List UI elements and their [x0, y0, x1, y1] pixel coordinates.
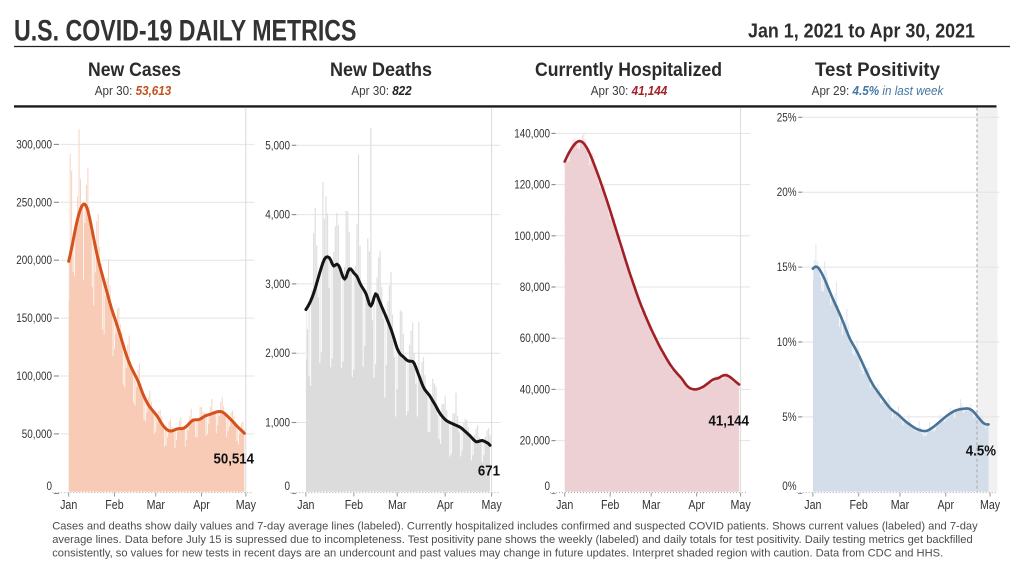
svg-text:25%: 25% [777, 112, 797, 125]
svg-text:0: 0 [46, 480, 52, 493]
svg-text:Mar: Mar [642, 498, 660, 512]
svg-text:Jan 1, 2021 to Apr 30, 2021: Jan 1, 2021 to Apr 30, 2021 [748, 19, 975, 42]
svg-text:0: 0 [544, 480, 550, 493]
svg-text:Apr: Apr [193, 498, 210, 512]
svg-text:41,144: 41,144 [709, 412, 750, 429]
svg-text:4.5%: 4.5% [966, 442, 996, 459]
svg-text:2,000: 2,000 [265, 347, 290, 360]
svg-text:Feb: Feb [601, 498, 620, 512]
svg-text:average lines. Data before Jul: average lines. Data before July 15 is su… [52, 534, 973, 546]
svg-text:50,000: 50,000 [22, 428, 52, 441]
svg-text:150,000: 150,000 [16, 312, 52, 325]
svg-text:15%: 15% [777, 261, 797, 274]
svg-text:250,000: 250,000 [16, 197, 52, 210]
svg-text:Feb: Feb [105, 498, 124, 512]
svg-text:3,000: 3,000 [265, 278, 290, 291]
svg-text:Apr 29: 4.5% in last week: Apr 29: 4.5% in last week [812, 84, 945, 99]
svg-text:Apr 30: 41,144: Apr 30: 41,144 [591, 84, 668, 99]
svg-text:Apr: Apr [437, 498, 454, 512]
svg-text:Mar: Mar [388, 498, 406, 512]
svg-text:300,000: 300,000 [16, 139, 52, 152]
svg-text:0: 0 [284, 480, 290, 493]
svg-text:671: 671 [478, 462, 500, 479]
svg-text:Jan: Jan [297, 498, 314, 512]
svg-text:0%: 0% [782, 480, 797, 493]
svg-text:60,000: 60,000 [520, 332, 550, 345]
svg-text:140,000: 140,000 [514, 128, 550, 141]
svg-text:Currently Hospitalized: Currently Hospitalized [535, 59, 722, 81]
svg-text:4,000: 4,000 [265, 209, 290, 222]
svg-text:Cases and deaths show daily va: Cases and deaths show daily values and 7… [52, 520, 978, 532]
svg-text:Feb: Feb [345, 498, 364, 512]
svg-text:5%: 5% [782, 411, 797, 424]
svg-text:Jan: Jan [804, 498, 821, 512]
svg-text:May: May [980, 498, 1000, 512]
svg-text:120,000: 120,000 [514, 179, 550, 192]
svg-text:100,000: 100,000 [16, 370, 52, 383]
svg-text:Apr: Apr [937, 498, 954, 512]
svg-text:New Cases: New Cases [88, 59, 181, 81]
svg-text:New Deaths: New Deaths [330, 59, 432, 81]
svg-text:Test Positivity: Test Positivity [815, 59, 940, 81]
svg-text:200,000: 200,000 [16, 254, 52, 267]
svg-text:Jan: Jan [60, 498, 77, 512]
svg-text:Mar: Mar [891, 498, 909, 512]
svg-text:Apr 30: 822: Apr 30: 822 [351, 84, 412, 99]
svg-text:Jan: Jan [556, 498, 573, 512]
svg-text:Apr 30: 53,613: Apr 30: 53,613 [95, 84, 172, 99]
svg-text:5,000: 5,000 [265, 140, 290, 153]
svg-text:1,000: 1,000 [265, 417, 290, 430]
svg-text:May: May [731, 498, 751, 512]
svg-text:20,000: 20,000 [520, 435, 550, 448]
svg-text:40,000: 40,000 [520, 384, 550, 397]
svg-text:10%: 10% [777, 336, 797, 349]
svg-text:May: May [482, 498, 502, 512]
svg-text:20%: 20% [777, 186, 797, 199]
svg-text:May: May [236, 498, 256, 512]
svg-text:100,000: 100,000 [514, 230, 550, 243]
svg-text:Apr: Apr [688, 498, 705, 512]
svg-text:consistently, so values for ne: consistently, so values for new tests in… [52, 547, 943, 559]
svg-text:Mar: Mar [147, 498, 165, 512]
svg-text:Feb: Feb [849, 498, 868, 512]
svg-text:50,514: 50,514 [214, 450, 255, 467]
svg-text:U.S. COVID-19 DAILY METRICS: U.S. COVID-19 DAILY METRICS [14, 15, 357, 48]
svg-text:80,000: 80,000 [520, 281, 550, 294]
